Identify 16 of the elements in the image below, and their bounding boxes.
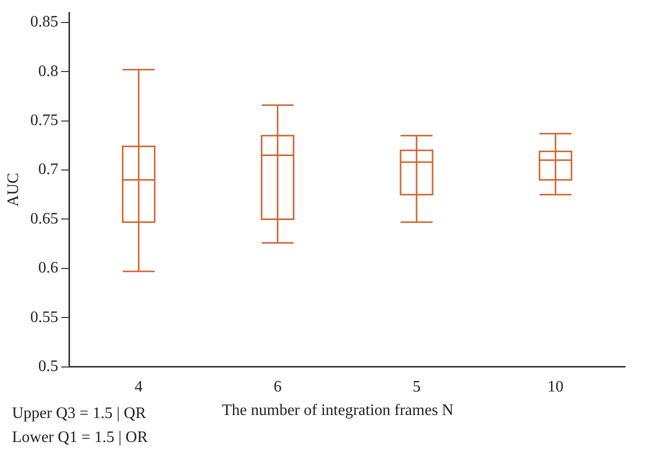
x-tick-label: 10 (548, 378, 564, 396)
y-tick-label: 0.85 (30, 14, 58, 31)
text: Lower Q1 = 1.5 | OR (12, 428, 148, 448)
y-tick-label: 0.5 (38, 358, 58, 376)
y-tick-label: 0.8 (38, 62, 58, 80)
y-tick-label: 0.55 (30, 308, 58, 326)
y-tick-label: 0.75 (30, 112, 58, 130)
x-tick-label: 6 (274, 378, 282, 396)
y-axis-title: AUC (4, 172, 22, 207)
x-tick-label: 4 (134, 378, 143, 396)
x-tick-label: 5 (412, 378, 421, 396)
y-tick-label: 0.7 (38, 161, 58, 178)
y-tick-label: 0.65 (30, 210, 58, 228)
x-axis-title: The number of integration frames N (222, 402, 454, 420)
y-tick-label: 0.6 (38, 260, 58, 277)
text: Upper Q3 = 1.5 | QR (12, 404, 147, 424)
